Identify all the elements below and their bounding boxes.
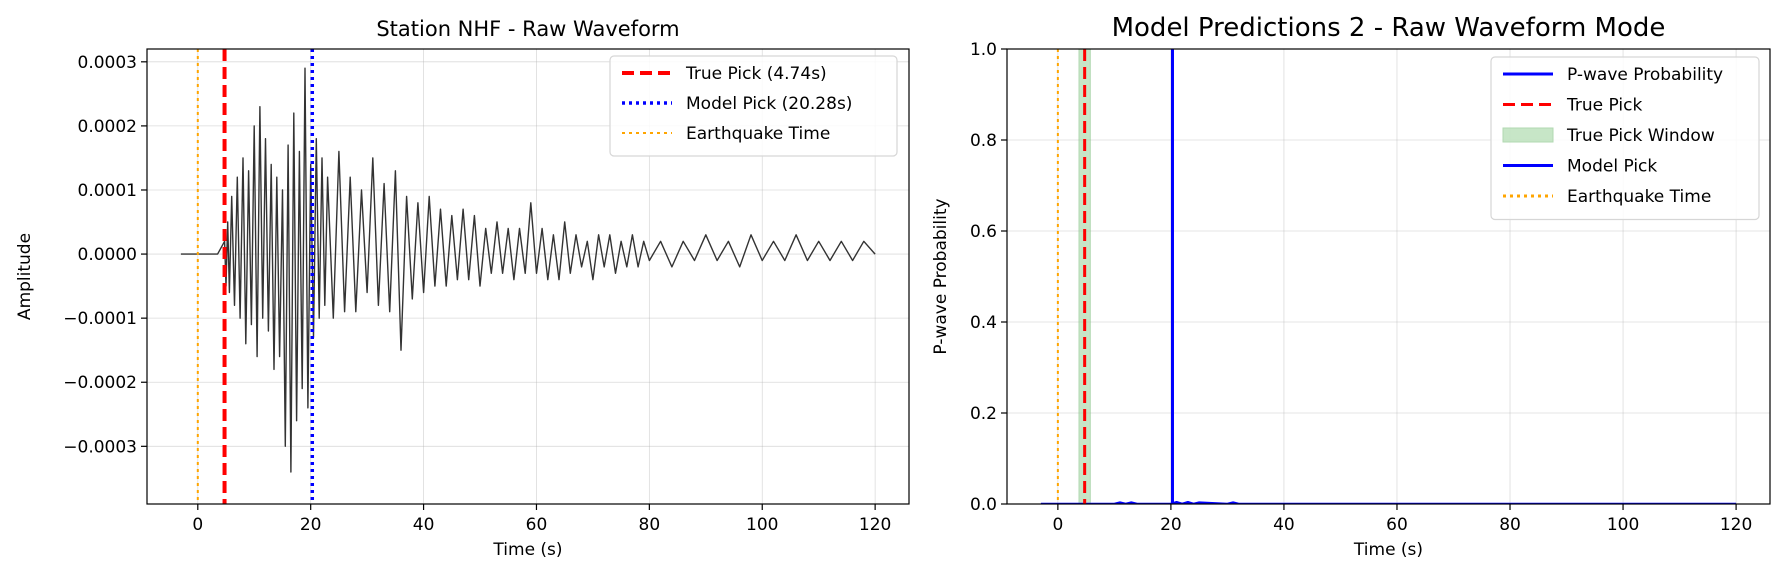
axes-frame [1006, 48, 1771, 505]
y-tick-label: 0.0001 [78, 181, 137, 201]
x-tick-label: 120 [1720, 515, 1752, 535]
y-tick-label: −0.0001 [63, 309, 137, 329]
y-tick-label: 0.0000 [78, 245, 137, 265]
y-tick-label: 0.0003 [78, 53, 137, 73]
x-axis-label: Time (s) [1353, 540, 1423, 560]
chart-title: Model Predictions 2 - Raw Waveform Mode [1112, 13, 1666, 43]
x-tick-label: 0 [192, 515, 203, 535]
plot-area [180, 49, 876, 504]
plot-area [1040, 49, 1737, 504]
legend-box [1490, 56, 1760, 221]
prediction-panel: 0 20 40 60 80 100 120 0.0 0.2 0.4 0.6 0.8 1.0 Time (s… [931, 13, 1771, 560]
x-axis-label: Time (s) [492, 540, 562, 560]
legend-label: True Pick (4.74s) [685, 64, 827, 84]
x-tick-label: 40 [1273, 515, 1295, 535]
legend-label: Earthquake Time [1567, 187, 1711, 207]
legend-label: True Pick [1566, 96, 1642, 116]
x-tick-label: 60 [1386, 515, 1408, 535]
x-tick-label: 100 [746, 515, 778, 535]
legend-label: Model Pick (20.28s) [686, 94, 852, 114]
y-tick-label: 1.0 [970, 40, 997, 60]
waveform-panel: 0 20 40 60 80 100 120 0.0003 0.0002 0.0001 0.0000 −… [15, 17, 910, 560]
waveform-line [180, 67, 876, 473]
x-tick-label: 60 [526, 515, 548, 535]
y-tick-label: −0.0002 [63, 373, 137, 393]
y-tick-label: 0.8 [970, 131, 997, 151]
y-axis-label: P-wave Probability [931, 198, 951, 354]
legend-label: Earthquake Time [686, 124, 830, 144]
x-tick-label: 120 [859, 515, 891, 535]
y-tick-label: 0.0002 [78, 117, 137, 137]
x-tick-label: 80 [1499, 515, 1521, 535]
legend-swatch [1502, 127, 1554, 143]
legend: True Pick (4.74s) Model Pick (20.28s) Eart… [609, 55, 898, 157]
y-axis-label: Amplitude [15, 233, 35, 320]
x-tick-label: 40 [413, 515, 435, 535]
legend-label: Model Pick [1567, 157, 1657, 177]
x-tick-label: 100 [1607, 515, 1639, 535]
axes-frame [146, 48, 910, 505]
y-tick-label: 0.0 [970, 495, 997, 515]
x-tick-label: 0 [1052, 515, 1063, 535]
y-tick-label: 0.6 [970, 222, 997, 242]
legend-label: P-wave Probability [1567, 65, 1723, 85]
x-tick-label: 80 [639, 515, 661, 535]
chart-title: Station NHF - Raw Waveform [376, 17, 679, 41]
y-tick-label: 0.4 [970, 313, 997, 333]
x-tick-label: 20 [1160, 515, 1182, 535]
probability-line [1040, 500, 1737, 504]
legend-box [609, 55, 898, 157]
y-tick-label: −0.0003 [63, 437, 137, 457]
legend: P-wave Probability True Pick True Pick Win… [1490, 56, 1760, 221]
legend-label: True Pick Window [1566, 126, 1715, 146]
y-tick-label: 0.2 [970, 404, 997, 424]
x-tick-label: 20 [300, 515, 322, 535]
